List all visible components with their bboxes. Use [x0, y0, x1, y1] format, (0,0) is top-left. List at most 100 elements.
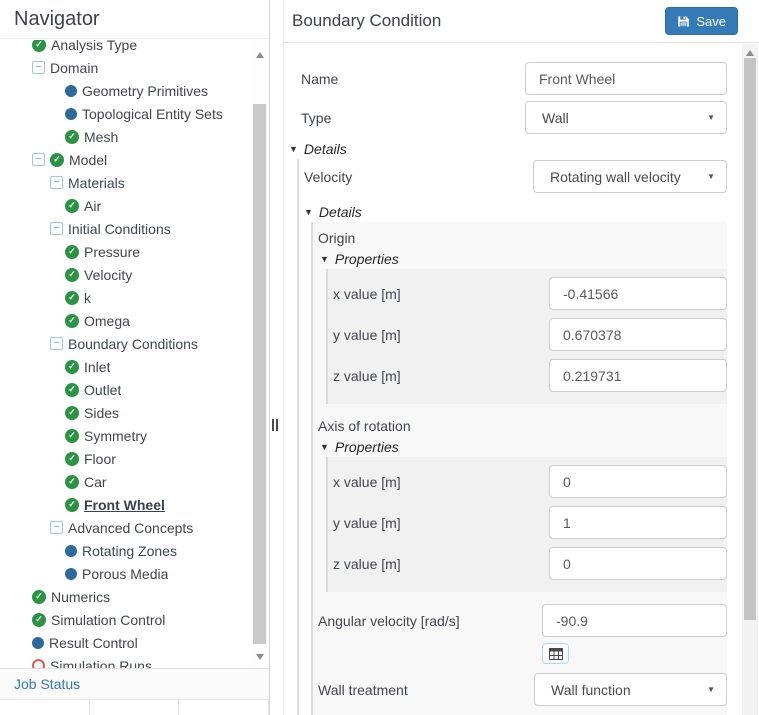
- tree-item[interactable]: Mesh: [0, 125, 251, 148]
- wall-treatment-select[interactable]: Wall function ▼: [534, 673, 727, 706]
- tree-item[interactable]: Numerics: [0, 585, 251, 608]
- tree-item[interactable]: Air: [0, 194, 251, 217]
- tree-item[interactable]: − Materials: [0, 171, 251, 194]
- tree-item[interactable]: Symmetry: [0, 424, 251, 447]
- bullet-circle-icon: [65, 544, 77, 557]
- origin-x-input[interactable]: [549, 277, 727, 310]
- axis-properties-header[interactable]: ▼ Properties: [320, 439, 727, 455]
- tree-item[interactable]: Geometry Primitives: [0, 79, 251, 102]
- tree-item[interactable]: − Initial Conditions: [0, 217, 251, 240]
- tree-item-label: Geometry Primitives: [82, 82, 209, 99]
- navigator-header: Navigator: [0, 0, 269, 39]
- splitter-grip-icon[interactable]: [272, 419, 278, 431]
- tree-item-label: Boundary Conditions: [68, 335, 198, 352]
- bullet-circle-icon: [65, 84, 77, 97]
- check-circle-icon: [65, 359, 79, 374]
- minus-square-icon[interactable]: −: [32, 61, 45, 74]
- tree-item-label: Topological Entity Sets: [82, 105, 223, 122]
- minus-square-icon[interactable]: −: [50, 521, 63, 534]
- tree-item[interactable]: − Domain: [0, 56, 251, 79]
- axis-properties-label: Properties: [334, 439, 399, 455]
- tree-item-label: Symmetry: [84, 427, 147, 444]
- tree-item-label: Initial Conditions: [68, 220, 171, 237]
- scroll-up-icon[interactable]: [746, 50, 754, 56]
- minus-square-icon[interactable]: −: [32, 153, 45, 166]
- tree-item[interactable]: Velocity: [0, 263, 251, 286]
- wall-treatment-label: Wall treatment: [318, 682, 408, 698]
- details-header[interactable]: ▼ Details: [289, 141, 727, 157]
- tree-item[interactable]: Outlet: [0, 378, 251, 401]
- check-circle-icon: [65, 497, 79, 512]
- check-circle-icon: [65, 244, 79, 259]
- tree-item[interactable]: Simulation Control: [0, 608, 251, 631]
- check-circle-icon: [65, 198, 79, 213]
- velocity-select[interactable]: Rotating wall velocity ▼: [533, 160, 727, 193]
- panel-scrollbar: [742, 44, 758, 715]
- tree-item[interactable]: Sides: [0, 401, 251, 424]
- origin-properties-header[interactable]: ▼ Properties: [320, 251, 727, 267]
- panel-splitter[interactable]: [270, 0, 283, 715]
- origin-y-input[interactable]: [549, 318, 727, 351]
- tree-item[interactable]: Result Control: [0, 631, 251, 654]
- origin-z-input[interactable]: [549, 359, 727, 392]
- inner-details-header[interactable]: ▼ Details: [304, 204, 727, 220]
- navigator-tree: Analysis Type − Domain Geometry Primitiv…: [0, 40, 251, 668]
- axis-z-input[interactable]: [549, 547, 727, 580]
- panel-scrollbar-thumb[interactable]: [744, 58, 756, 620]
- tree-item-label: Mesh: [84, 128, 119, 145]
- check-circle-icon: [65, 405, 79, 420]
- triangle-down-icon: ▼: [320, 253, 329, 264]
- floppy-disk-icon: [678, 15, 690, 27]
- panel-body: Name Type Wall ▼ ▼ Details Velocity Rota…: [284, 44, 742, 715]
- navigator-panel: Navigator Analysis Type − Domain Geometr…: [0, 0, 270, 715]
- scroll-down-icon[interactable]: [256, 654, 264, 660]
- name-label: Name: [301, 71, 339, 87]
- tree-item-label: Result Control: [49, 634, 138, 651]
- tree-item[interactable]: Pressure: [0, 240, 251, 263]
- tree-item[interactable]: Car: [0, 470, 251, 493]
- tree-item-label: Front Wheel: [84, 496, 165, 513]
- tree-item-label: Domain: [50, 59, 99, 76]
- origin-x-label: x value [m]: [333, 286, 401, 302]
- navigator-tree-viewport: Analysis Type − Domain Geometry Primitiv…: [0, 40, 251, 668]
- type-select[interactable]: Wall ▼: [525, 101, 727, 134]
- save-button[interactable]: Save: [665, 7, 738, 35]
- name-input[interactable]: [525, 62, 727, 95]
- tree-item[interactable]: Topological Entity Sets: [0, 102, 251, 125]
- tree-item[interactable]: Omega: [0, 309, 251, 332]
- details-section: Velocity Rotating wall velocity ▼ ▼ Deta…: [297, 159, 727, 715]
- tree-item[interactable]: Inlet: [0, 355, 251, 378]
- save-button-label: Save: [696, 13, 726, 29]
- axis-x-input[interactable]: [549, 465, 727, 498]
- tree-item-label: k: [84, 289, 91, 306]
- tree-item[interactable]: Front Wheel: [0, 493, 251, 516]
- minus-square-icon[interactable]: −: [50, 222, 63, 235]
- minus-square-icon[interactable]: −: [50, 176, 63, 189]
- table-input-button[interactable]: [542, 643, 569, 664]
- tree-item[interactable]: − Boundary Conditions: [0, 332, 251, 355]
- tree-item[interactable]: Porous Media: [0, 562, 251, 585]
- type-label: Type: [301, 110, 332, 126]
- axis-y-input[interactable]: [549, 506, 727, 539]
- chevron-down-icon: ▼: [707, 172, 715, 181]
- angular-velocity-input[interactable]: [542, 604, 727, 637]
- scroll-up-icon[interactable]: [256, 52, 264, 58]
- tree-item[interactable]: Floor: [0, 447, 251, 470]
- tree-item-label: Simulation Runs: [50, 657, 152, 669]
- job-status-bar[interactable]: Job Status: [0, 668, 269, 700]
- tree-item-label: Car: [84, 473, 107, 490]
- minus-square-icon[interactable]: −: [50, 337, 63, 350]
- tree-item[interactable]: − Model: [0, 148, 251, 171]
- triangle-down-icon: ▼: [320, 441, 329, 452]
- check-circle-icon: [32, 589, 46, 604]
- tree-item[interactable]: Rotating Zones: [0, 539, 251, 562]
- tree-item[interactable]: − Advanced Concepts: [0, 516, 251, 539]
- tree-item[interactable]: Analysis Type: [0, 40, 251, 56]
- type-select-value: Wall: [542, 109, 569, 126]
- check-circle-icon: [65, 267, 79, 282]
- navigator-scrollbar-thumb[interactable]: [253, 104, 266, 644]
- check-circle-icon: [65, 290, 79, 305]
- tree-item[interactable]: Simulation Runs: [0, 654, 251, 668]
- tree-item[interactable]: k: [0, 286, 251, 309]
- chevron-down-icon: ▼: [707, 685, 715, 694]
